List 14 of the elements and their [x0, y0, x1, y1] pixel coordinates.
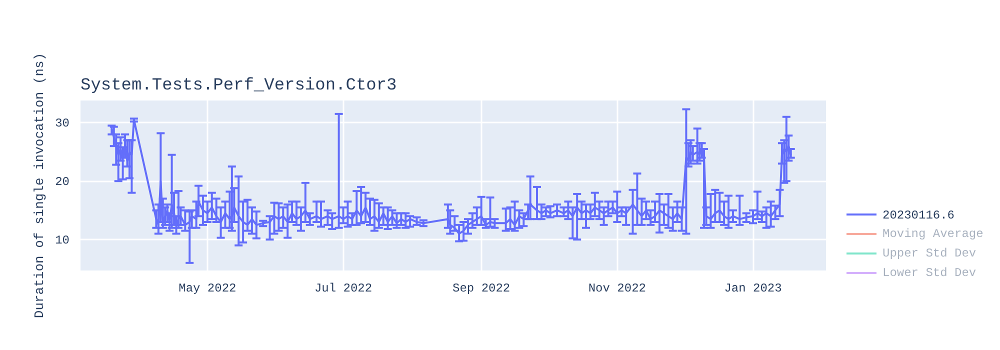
y-tick-label: 20 — [55, 175, 70, 190]
x-tick-label: Jul 2022 — [314, 282, 372, 296]
chart-title: System.Tests.Perf_Version.Ctor3 — [80, 76, 397, 96]
legend-label: 20230116.6 — [882, 208, 955, 222]
x-tick-label: May 2022 — [178, 282, 236, 296]
x-tick-label: Nov 2022 — [588, 282, 646, 296]
y-tick-label: 10 — [55, 234, 70, 248]
x-tick-label: Sep 2022 — [452, 282, 510, 296]
y-tick-label: 30 — [55, 116, 70, 131]
legend-label: Moving Average — [882, 227, 984, 241]
legend-label: Lower Std Dev — [882, 266, 976, 280]
x-tick-label: Jan 2023 — [724, 282, 782, 296]
legend-label: Upper Std Dev — [882, 246, 976, 260]
y-axis-title: Duration of single invocation (ns) — [32, 52, 48, 318]
